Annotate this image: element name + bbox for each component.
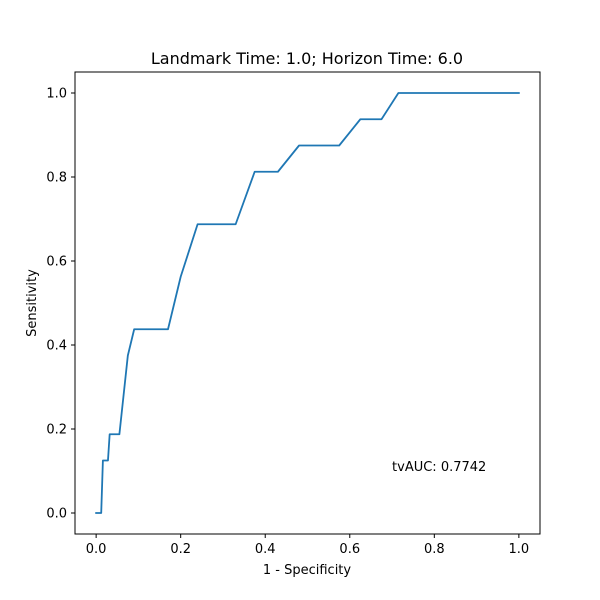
y-tick-label: 0.6 [46, 255, 67, 270]
axes-frame [74, 71, 541, 535]
roc-curve-line [95, 92, 520, 514]
x-tick-label: 0.4 [255, 542, 276, 557]
x-tick-label: 0.2 [170, 542, 191, 557]
x-axis-label: 1 - Specificity [263, 563, 352, 578]
x-tick-label: 0.8 [424, 542, 445, 557]
x-tick-label: 0.6 [339, 542, 360, 557]
y-tick-label: 0.8 [46, 171, 67, 186]
chart-title: Landmark Time: 1.0; Horizon Time: 6.0 [151, 49, 463, 68]
y-axis-label: Sensitivity [25, 269, 40, 337]
y-tick-label: 0.0 [46, 507, 67, 522]
y-tick-label: 1.0 [46, 87, 67, 102]
tvauc-annotation: tvAUC: 0.7742 [392, 460, 486, 475]
y-tick-label: 0.2 [46, 423, 67, 438]
y-tick-label: 0.4 [46, 339, 67, 354]
x-tick-label: 0.0 [86, 542, 107, 557]
x-tick-label: 1.0 [509, 542, 530, 557]
